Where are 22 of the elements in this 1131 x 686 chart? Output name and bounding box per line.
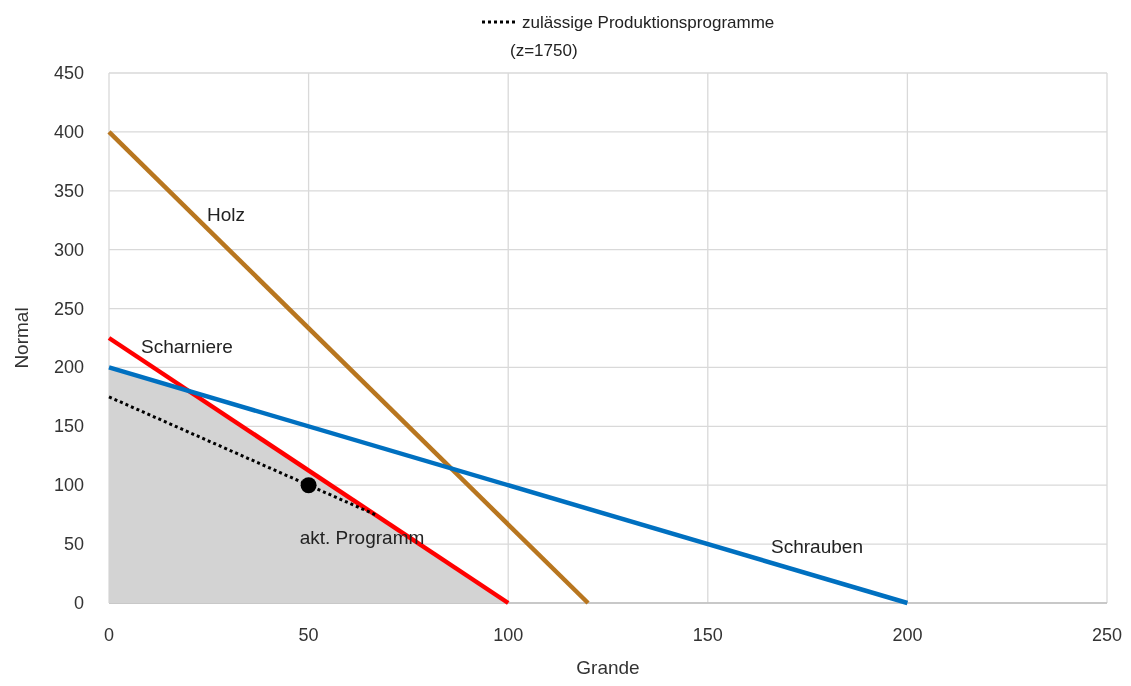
- y-tick-label: 200: [53, 357, 84, 378]
- x-axis-title: Grande: [576, 657, 640, 678]
- x-tick-label: 250: [1091, 625, 1123, 645]
- y-tick-label: 50: [63, 534, 84, 555]
- x-tick-label: 0: [103, 625, 115, 645]
- x-tick-label: 100: [493, 625, 524, 645]
- y-tick-label: 250: [53, 298, 84, 319]
- annotation: Scharniere: [141, 336, 233, 357]
- annotation: Holz: [206, 204, 246, 225]
- legend-label: zulässige Produktionsprogramme (z=1750): [510, 13, 775, 60]
- y-tick-label: 350: [53, 180, 84, 201]
- y-tick-label: 300: [53, 239, 84, 260]
- y-tick-label: 0: [73, 593, 84, 613]
- x-tick-label: 150: [692, 625, 723, 645]
- x-tick-label: 50: [298, 625, 319, 645]
- y-tick-label: 400: [53, 121, 84, 142]
- y-tick-label: 100: [53, 475, 84, 496]
- y-axis-title: Normal: [11, 307, 32, 369]
- annotation: Schrauben: [771, 536, 863, 557]
- y-tick-label: 450: [53, 63, 84, 83]
- y-tick-label: 150: [53, 416, 84, 437]
- x-tick-label: 200: [892, 625, 923, 645]
